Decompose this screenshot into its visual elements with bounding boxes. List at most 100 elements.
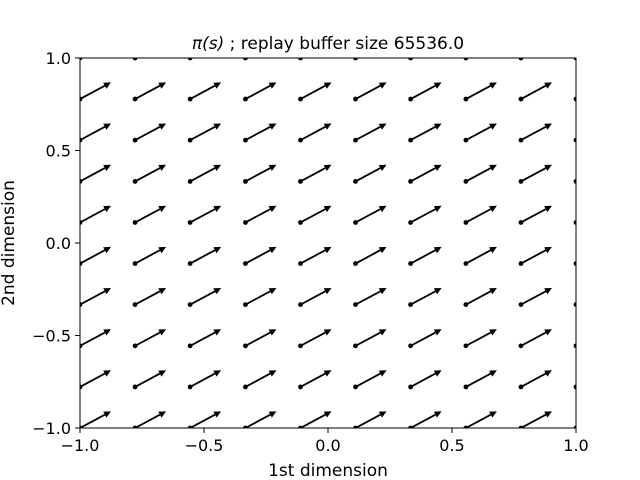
arrow [518,205,552,225]
arrow [298,370,332,390]
arrow [353,123,387,143]
arrow [243,205,277,225]
arrow [298,246,332,266]
y-axis-label: 2nd dimension [0,180,19,306]
arrow [298,287,332,308]
arrow [243,123,277,143]
arrow [573,137,576,143]
arrow [187,58,193,61]
arrow [573,261,576,266]
arrow [187,164,222,184]
arrow [463,411,497,428]
arrow [353,370,387,390]
arrow [408,164,442,184]
x-tick-label: 1.0 [563,436,588,455]
arrow [132,370,167,390]
chart-title: π(s) ; replay buffer size 65536.0 [192,34,464,54]
arrow [353,82,387,102]
arrow [408,58,413,61]
arrow [298,411,332,428]
arrow [353,329,387,349]
arrow [132,164,167,184]
arrow [463,123,497,143]
arrow [573,425,576,428]
arrow [573,384,576,390]
x-tick-label: −0.5 [185,436,224,455]
arrow [187,246,222,266]
arrow [187,123,222,143]
arrow [80,58,83,61]
arrow [80,411,111,428]
arrow [243,246,277,266]
arrow [243,329,277,349]
arrow [80,82,111,102]
arrow [298,58,303,61]
arrow [298,123,332,143]
arrow [353,246,387,266]
arrow [518,246,552,266]
arrow [132,205,167,225]
y-axis: −1.0 −0.5 0.0 0.5 1.0 [32,49,80,438]
arrow [463,164,497,184]
arrow [132,82,167,102]
arrow [132,123,167,143]
arrow [243,370,277,390]
arrow [518,370,552,390]
y-tick-label: 0.0 [46,234,71,253]
arrow [573,179,576,184]
arrow [353,164,387,184]
arrow [463,370,497,390]
arrow [518,82,552,102]
arrow [132,58,138,61]
arrow [132,329,167,349]
arrow [187,329,222,349]
arrow [243,58,248,61]
arrow [573,343,576,349]
x-axis: −1.0 −0.5 0.0 0.5 1.0 [61,428,589,455]
arrow [463,58,469,61]
arrow [573,302,576,308]
arrow [187,287,222,308]
arrow [298,329,332,349]
arrow [80,370,111,390]
arrow [80,246,111,266]
arrow [298,164,332,184]
arrow [573,220,576,225]
arrow [132,411,167,428]
y-tick-label: −1.0 [32,419,71,438]
arrow [243,411,277,428]
arrow [518,58,524,61]
arrow [187,370,222,390]
arrow [132,246,167,266]
arrow [573,96,576,102]
arrow [80,329,111,349]
arrow [463,329,497,349]
arrow [408,205,442,225]
arrow [518,287,552,308]
arrow [80,287,111,308]
y-tick-label: 1.0 [46,49,71,68]
arrow [353,411,387,428]
arrow [463,205,497,225]
arrow [353,58,358,61]
arrow [298,205,332,225]
arrow [353,205,387,225]
arrow [132,287,167,308]
arrow [463,82,497,102]
arrow [298,82,332,102]
arrow [408,370,442,390]
x-tick-label: 0.0 [315,436,340,455]
arrow [187,205,222,225]
x-axis-label: 1st dimension [268,461,388,480]
arrow-field [80,58,576,428]
arrow [573,58,576,61]
arrow [187,82,222,102]
arrow [463,287,497,308]
arrow [353,287,387,308]
arrow [408,287,442,308]
arrow [463,246,497,266]
x-tick-label: −1.0 [61,436,100,455]
arrow [187,411,222,428]
y-tick-label: −0.5 [32,327,71,346]
